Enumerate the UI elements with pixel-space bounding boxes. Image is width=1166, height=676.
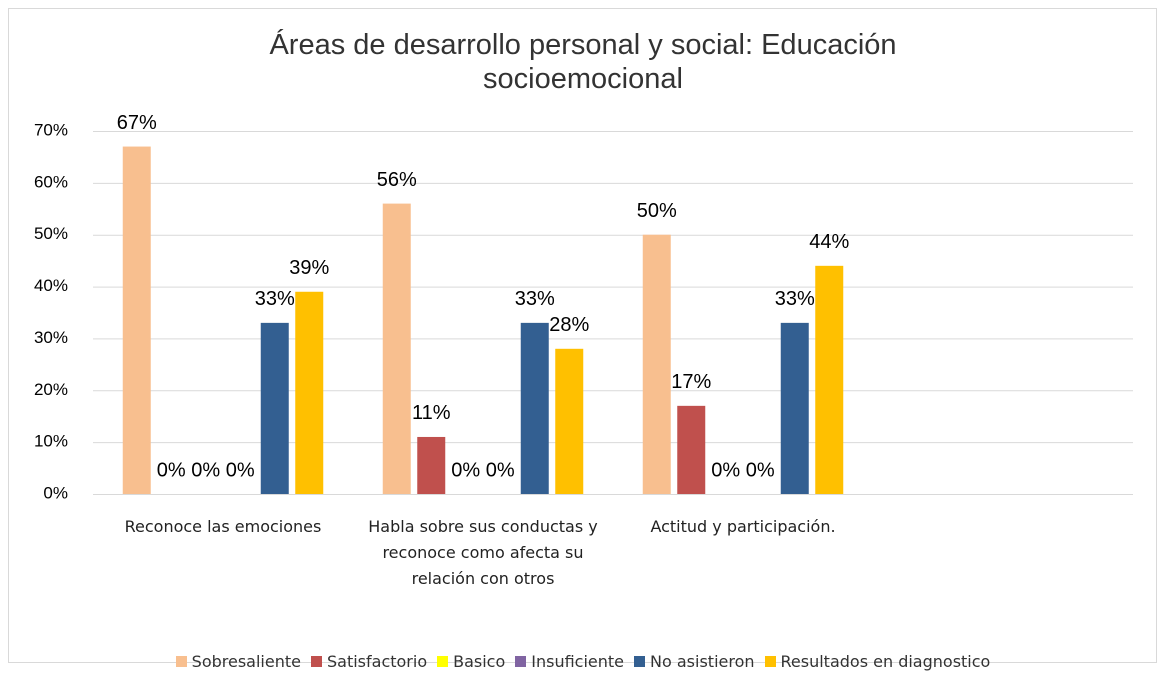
data-label: 0% (226, 459, 255, 481)
bar (677, 405, 706, 494)
legend-swatch (310, 656, 322, 667)
chart-title: Áreas de desarrollo personal y social: E… (269, 29, 897, 95)
legend-label: No asistieron (650, 652, 755, 671)
bar (260, 322, 289, 494)
bar (815, 265, 844, 494)
legend-swatch (515, 656, 527, 667)
legend-item: No asistieron (634, 652, 755, 671)
data-label: 33% (255, 288, 295, 310)
legend-label: Sobresaliente (191, 652, 301, 671)
bar (642, 234, 671, 494)
bar (555, 348, 584, 494)
data-label: 39% (289, 257, 329, 279)
bar (382, 203, 411, 494)
legend-label: Basico (453, 652, 506, 671)
legend-swatch (634, 656, 646, 667)
data-label: 28% (549, 314, 589, 336)
data-label: 33% (515, 288, 555, 310)
data-label: 56% (377, 169, 417, 191)
legend-swatch (764, 656, 776, 667)
legend-item: Satisfactorio (310, 652, 428, 671)
y-tick-label: 60% (34, 172, 68, 191)
bar (520, 322, 549, 494)
legend-item: Basico (437, 652, 505, 671)
y-tick-label: 10% (34, 432, 68, 451)
chart-border (8, 8, 1157, 663)
y-tick-label: 70% (34, 120, 68, 139)
legend-item: Sobresaliente (175, 652, 301, 671)
legend: Sobresaliente Satisfactorio Basico Insufici… (0, 652, 1166, 671)
data-label: 0% (157, 459, 186, 481)
legend-swatch (437, 656, 449, 667)
y-tick-label: 20% (34, 380, 68, 399)
y-tick-label: 0% (43, 483, 68, 502)
x-tick-label: Habla sobre sus conductas y reconoce com… (368, 517, 598, 588)
legend-label: Satisfactorio (326, 652, 428, 671)
legend-label: Insuficiente (531, 652, 625, 671)
bar (295, 291, 324, 494)
data-label: 17% (671, 371, 711, 393)
data-label: 67% (117, 112, 157, 134)
legend-swatch (175, 656, 187, 667)
data-label: 0% (746, 459, 775, 481)
bar (122, 146, 151, 495)
legend-item: Resultados en diagnostico (764, 652, 991, 671)
bar (417, 436, 446, 494)
y-tick-label: 50% (34, 224, 68, 243)
legend-item: Insuficiente (515, 652, 624, 671)
data-label: 0% (191, 459, 220, 481)
data-label: 0% (451, 459, 480, 481)
x-tick-label: Reconoce las emociones (124, 517, 322, 536)
data-label: 44% (809, 231, 849, 253)
data-label: 33% (775, 288, 815, 310)
bar (780, 322, 809, 494)
x-tick-label: Actitud y participación. (650, 517, 836, 536)
data-label: 50% (637, 200, 677, 222)
data-label: 0% (486, 459, 515, 481)
y-tick-label: 30% (34, 328, 68, 347)
legend-label: Resultados en diagnostico (780, 652, 991, 671)
data-label: 0% (711, 459, 740, 481)
data-label: 11% (412, 402, 451, 424)
y-tick-label: 40% (34, 276, 68, 295)
